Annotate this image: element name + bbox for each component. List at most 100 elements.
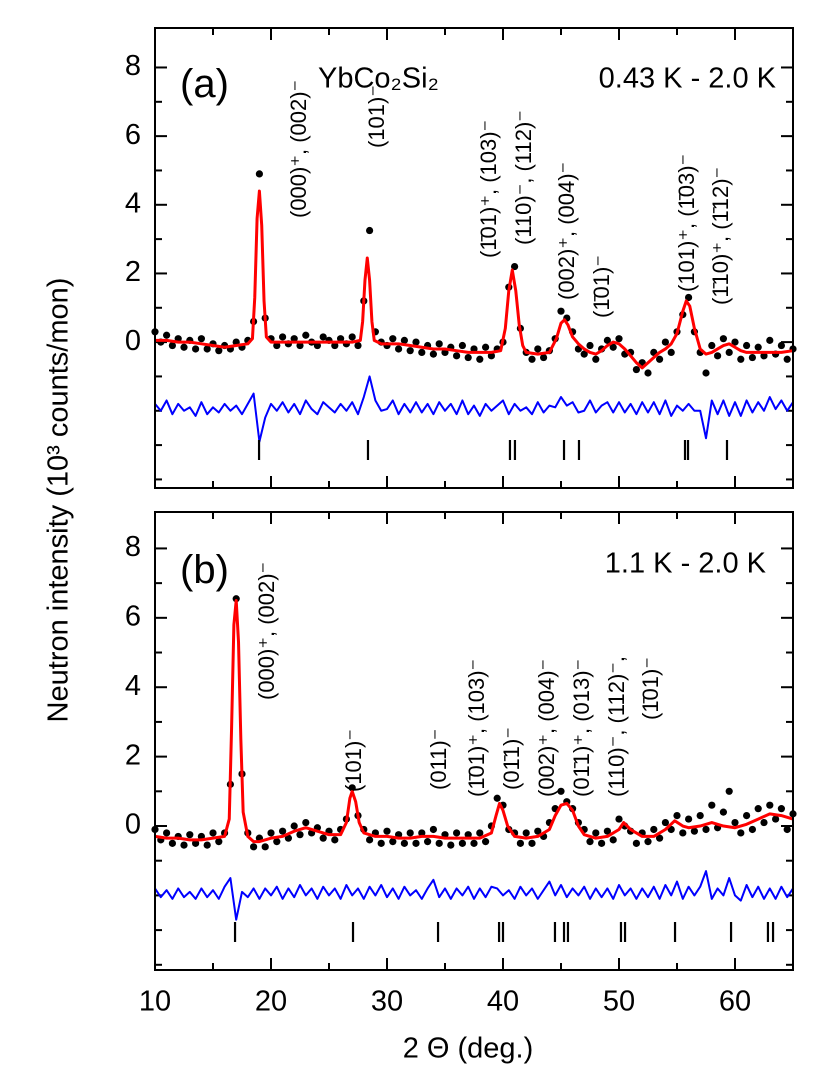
reflection-label: (101)⁻ (341, 729, 366, 792)
observed-point (354, 341, 362, 350)
difference-curve (154, 375, 794, 443)
reflection-label: (011)⁻ (426, 729, 451, 790)
observed-point (690, 827, 699, 835)
observed-point (783, 355, 791, 363)
y-tick-label: 0 (125, 325, 141, 357)
observed-point (783, 825, 791, 834)
observed-point (714, 352, 722, 360)
reflection-label: (002)⁺, (004)⁻ (534, 659, 559, 797)
reflection-label: (01̄1)⁻ (499, 727, 524, 790)
observed-point (609, 343, 617, 351)
observed-point (487, 352, 495, 360)
difference-curve (154, 870, 794, 921)
observed-point (516, 839, 525, 847)
observed-point (279, 333, 287, 341)
panel-label: (b) (180, 548, 229, 592)
observed-point (534, 827, 542, 835)
observed-point (540, 353, 548, 362)
observed-point (168, 839, 176, 847)
observed-point (772, 815, 780, 823)
observed-point (696, 811, 704, 820)
observed-point (632, 365, 641, 374)
y-tick-label: 6 (125, 119, 141, 151)
observed-point (453, 829, 461, 837)
y-tick-label: 6 (125, 600, 141, 632)
observed-point (389, 838, 397, 846)
observed-point (273, 341, 281, 350)
observed-point (209, 829, 217, 837)
observed-point (615, 335, 623, 343)
observed-point (366, 226, 374, 235)
observed-point (476, 829, 484, 837)
observed-point (313, 341, 321, 350)
observed-point (522, 829, 530, 837)
reflection-label: (101)⁻ (364, 85, 389, 148)
panel: 0 2 4 6 8 (a) YbCo₂Si₂ 0.43 K - 2.0 K (000)⁺, (0… (125, 27, 797, 489)
observed-point (319, 333, 327, 341)
observed-point (615, 815, 623, 823)
x-tick-label: 40 (487, 986, 519, 1018)
observed-point (586, 838, 594, 846)
observed-point (748, 825, 757, 834)
observed-point (331, 836, 339, 844)
observed-point (163, 331, 171, 339)
observed-point (754, 805, 762, 813)
observed-point (702, 825, 710, 834)
observed-point (429, 350, 437, 358)
observed-point (476, 355, 484, 363)
y-tick-label: 4 (125, 187, 141, 219)
observed-point (603, 336, 612, 344)
observed-point (598, 839, 606, 847)
observed-point (731, 818, 739, 827)
observed-point (470, 345, 478, 353)
observed-point (737, 829, 745, 837)
observed-point (366, 836, 374, 844)
observed-point (644, 838, 652, 846)
observed-point (725, 787, 733, 795)
observed-point (673, 811, 681, 820)
observed-point (702, 369, 710, 377)
reflection-label: (01̄1)⁺, (013)⁻ (569, 659, 594, 797)
observed-point (435, 839, 443, 847)
observed-point (383, 827, 391, 835)
observed-point (667, 348, 675, 357)
observed-point (192, 345, 200, 353)
reflection-label: (1̄01)⁺, (103)⁻ (476, 120, 501, 258)
reflection-label: (1̄01)⁻ (638, 657, 663, 720)
x-tick-label: 60 (719, 986, 751, 1018)
observed-point (232, 595, 240, 603)
y-tick-label: 8 (125, 50, 141, 82)
observed-point (586, 341, 594, 350)
observed-point (760, 818, 768, 827)
observed-point (296, 831, 304, 839)
observed-point (447, 841, 455, 849)
observed-point (528, 355, 536, 363)
observed-point (186, 831, 194, 839)
observed-point (679, 829, 687, 837)
observed-point (766, 336, 774, 344)
observed-point (760, 352, 768, 360)
observed-point (656, 355, 664, 363)
observed-point (661, 818, 670, 827)
observed-point (766, 801, 774, 809)
observed-point (731, 338, 739, 346)
observed-point (302, 818, 310, 827)
observed-point (528, 839, 536, 847)
reflection-label: (1̄01)⁺, (103)⁻ (464, 659, 489, 797)
observed-point (180, 841, 188, 849)
observed-point (458, 341, 466, 350)
observed-point (418, 829, 426, 837)
observed-point (777, 805, 786, 813)
observed-point (267, 829, 275, 837)
reflection-label: (002)⁺, (004)⁻ (554, 162, 579, 300)
observed-point (737, 355, 745, 363)
observed-point (279, 827, 287, 835)
observed-point (255, 170, 263, 178)
observed-point (296, 341, 304, 350)
observed-point (215, 347, 223, 355)
y-tick-label: 2 (125, 256, 141, 288)
observed-point (284, 834, 292, 842)
observed-point (215, 838, 223, 846)
observed-point (453, 352, 461, 360)
observed-point (412, 338, 420, 346)
